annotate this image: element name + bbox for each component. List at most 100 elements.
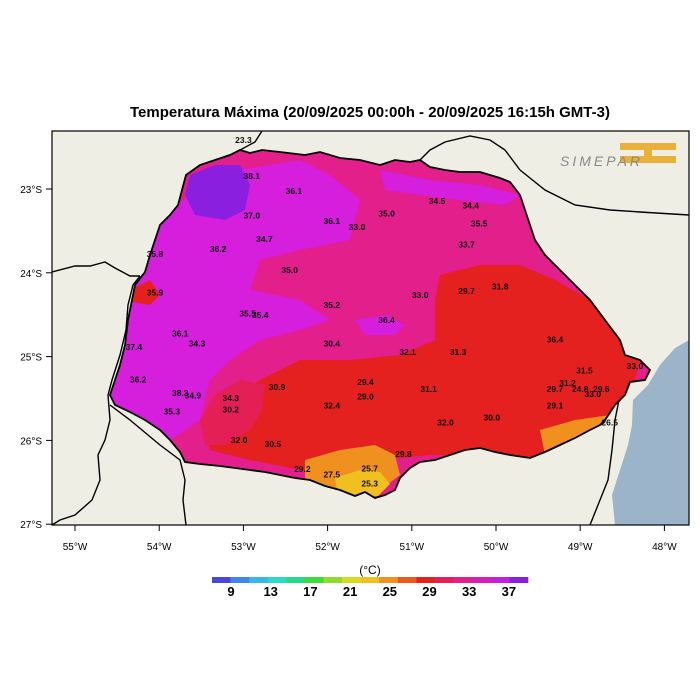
map-title: Temperatura Máxima (20/09/2025 00:00h - … (130, 104, 610, 121)
station-value: 36.4 (547, 334, 564, 344)
colorbar-segment (509, 577, 529, 583)
colorbar-segment (397, 577, 417, 583)
station-value: 25.7 (361, 463, 378, 473)
colorbar-segment (267, 577, 287, 583)
y-tick-label: 27°S (20, 520, 42, 531)
x-tick-label: 49°W (568, 542, 593, 553)
station-value: 31.3 (450, 347, 467, 357)
station-value: 27.5 (324, 469, 341, 479)
station-value: 37.0 (244, 210, 261, 220)
station-value: 35.8 (147, 249, 164, 259)
neighbor-borders (52, 131, 689, 525)
colorbar-segment (435, 577, 454, 583)
colorbar-segment (360, 577, 380, 583)
map-frame (51, 130, 690, 526)
colorbar-segment (212, 577, 231, 583)
station-value: 34.9 (185, 391, 202, 401)
y-tick-label: 24°S (20, 269, 42, 280)
parana-state-border (109, 149, 652, 499)
station-value: 33.0 (627, 361, 644, 371)
ocean (612, 340, 689, 525)
colorbar-label: 13 (263, 584, 277, 599)
station-value: 29.8 (395, 449, 412, 459)
x-tick-label: 54°W (147, 542, 172, 553)
station-value: 38.3 (172, 388, 189, 398)
station-value: 36.1 (286, 186, 303, 196)
colorbar (212, 577, 529, 583)
colorbar-segment (304, 577, 324, 583)
x-tick-label: 51°W (400, 542, 425, 553)
station-value: 35.5 (239, 308, 256, 318)
colorbar-label: 9 (227, 584, 234, 599)
station-value: 30.4 (324, 339, 341, 349)
station-value: 29.4 (357, 377, 374, 387)
colorbar-segment (286, 577, 306, 583)
colorbar-segment (342, 577, 362, 583)
colorbar-segment (490, 577, 510, 583)
simepar-logo: SIMEPAR (560, 143, 676, 169)
station-value: 34.3 (222, 393, 239, 403)
station-value: 36.2 (210, 244, 227, 254)
station-value: 32.0 (437, 417, 454, 427)
station-value: 32.1 (399, 347, 416, 357)
station-value: 31.2 (559, 378, 576, 388)
colorbar-segment (453, 577, 473, 583)
station-values: 23.3 38.1 36.1 37.0 36.1 33.0 35.0 34.5 34.4 35.5… (126, 135, 644, 489)
station-value: 31.1 (420, 384, 437, 394)
temperature-field (110, 150, 650, 498)
y-tick-label: 26°S (20, 436, 42, 447)
station-value: 33.0 (349, 222, 366, 232)
colorbar-segment (230, 577, 250, 583)
colorbar-segment (379, 577, 399, 583)
colorbar-segment (323, 577, 343, 583)
station-value: 35.9 (147, 287, 164, 297)
station-value: 25.3 (361, 478, 378, 488)
station-value: 34.4 (462, 200, 479, 210)
colorbar-labels: 9 13 17 21 25 29 33 37 (227, 584, 516, 599)
station-value: 26.5 (601, 417, 618, 427)
colorbar-segment (416, 577, 436, 583)
station-value: 29.7 (547, 384, 564, 394)
colorbar-label: 21 (343, 584, 357, 599)
colorbar-unit: (°C) (359, 563, 380, 577)
station-value: 35.4 (252, 310, 269, 320)
station-value: 33.0 (585, 389, 602, 399)
x-tick-label: 50°W (484, 542, 509, 553)
y-tick-label: 25°S (20, 353, 42, 364)
station-value: 29.7 (458, 286, 475, 296)
station-value: 34.3 (189, 339, 206, 349)
station-value: 32.4 (324, 401, 341, 411)
colorbar-label: 37 (502, 584, 516, 599)
simepar-logo-icon (620, 143, 676, 163)
station-value: 35.5 (471, 219, 488, 229)
station-value: 30.0 (484, 412, 501, 422)
station-value: 29.6 (593, 384, 610, 394)
x-tick-label: 53°W (231, 542, 256, 553)
station-value: 31.5 (576, 365, 593, 375)
station-value: 31.8 (492, 282, 509, 292)
x-tick-label: 48°W (652, 542, 677, 553)
station-value: 24.8 (572, 384, 589, 394)
y-axis: 23°S 24°S 25°S 26°S 27°S (20, 185, 52, 531)
station-value: 35.3 (164, 406, 181, 416)
colorbar-label: 17 (303, 584, 317, 599)
colorbar-segment (472, 577, 492, 583)
colorbar-segment (249, 577, 269, 583)
station-value: 34.5 (429, 196, 446, 206)
station-value: 23.3 (235, 135, 252, 145)
station-value: 30.9 (269, 382, 286, 392)
station-value: 30.2 (222, 405, 239, 415)
station-value: 29.1 (547, 401, 564, 411)
station-value: 29.0 (357, 391, 374, 401)
station-value: 35.0 (281, 265, 298, 275)
colorbar-label: 25 (383, 584, 397, 599)
station-value: 33.7 (458, 240, 475, 250)
station-value: 36.4 (378, 315, 395, 325)
station-value: 35.0 (378, 209, 395, 219)
x-axis: 55°W 54°W 53°W 52°W 51°W 50°W 49°W 48°W (63, 525, 677, 553)
station-value: 29.2 (294, 464, 311, 474)
station-value: 34.7 (256, 234, 273, 244)
colorbar-label: 33 (462, 584, 476, 599)
x-tick-label: 52°W (315, 542, 340, 553)
